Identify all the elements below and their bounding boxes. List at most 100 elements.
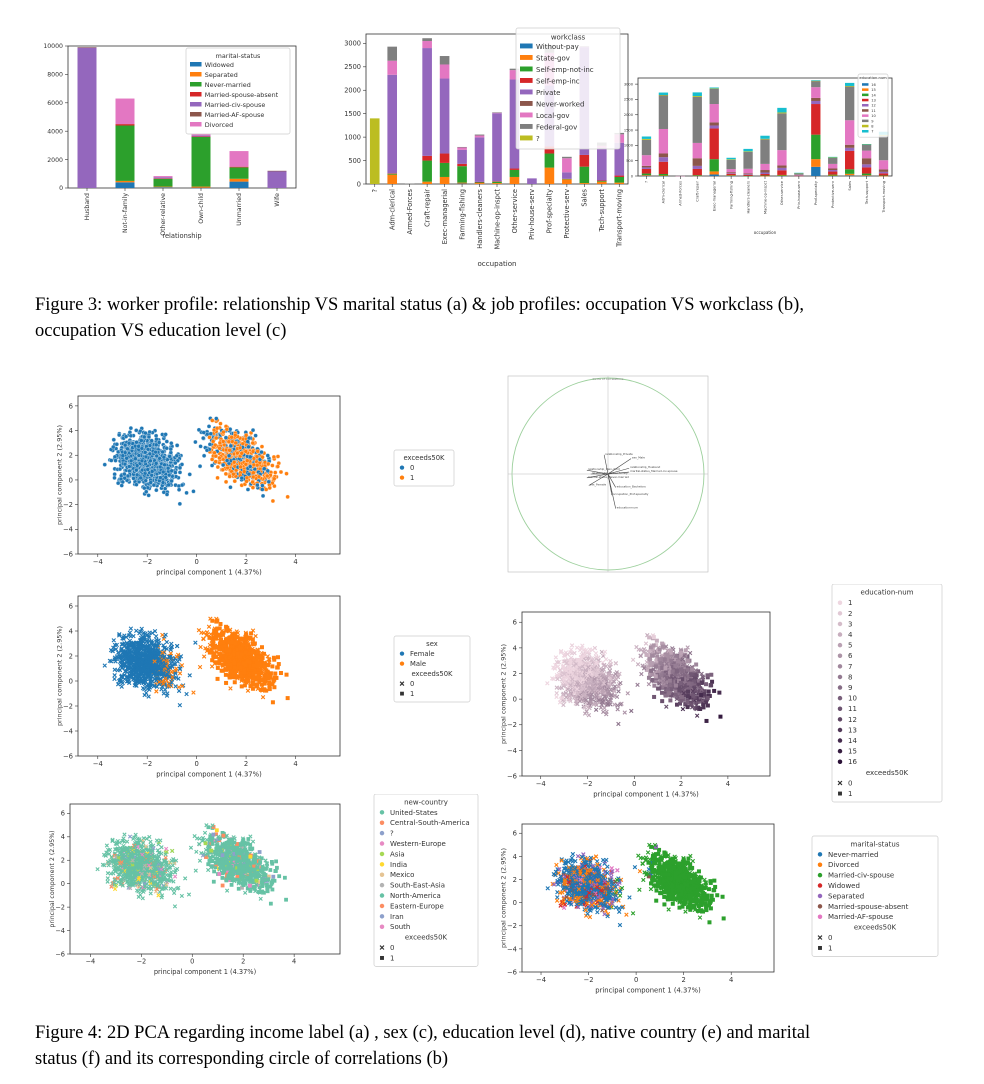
fig4c-point xyxy=(272,685,277,690)
fig3c-bar-segment xyxy=(760,170,770,173)
fig4a-point xyxy=(250,485,256,490)
fig4a-point xyxy=(111,444,116,450)
fig3c-bar-segment xyxy=(641,167,652,169)
fig3b-bar-segment xyxy=(614,176,625,183)
fig3c-bar-segment xyxy=(692,96,702,143)
fig3c-bar-segment xyxy=(743,173,753,175)
fig4a-ytick-label: 2 xyxy=(69,452,73,460)
fig4a-point xyxy=(217,446,222,451)
fig4c-point xyxy=(217,652,222,657)
fig4a-ytick-label: 4 xyxy=(69,427,73,435)
fig4c-point xyxy=(264,688,269,693)
fig4a-point xyxy=(168,446,173,452)
fig4a-xtick-label: 2 xyxy=(244,558,248,566)
fig3b-ytick-label: 1500 xyxy=(344,110,361,118)
fig4a-point xyxy=(246,444,251,449)
fig4c-point xyxy=(140,668,145,674)
fig3b-bar-segment xyxy=(579,166,590,184)
fig4c-point xyxy=(217,647,222,652)
fig4d-point xyxy=(659,685,664,690)
fig4c-point xyxy=(247,660,252,665)
fig4c-point xyxy=(228,667,233,672)
fig4a-point xyxy=(122,471,127,477)
fig3a-legend-label: Separated xyxy=(205,71,238,79)
fig4d-point xyxy=(705,673,710,678)
fig4a-point xyxy=(201,453,207,458)
fig3c-bar-segment xyxy=(777,112,787,114)
fig4c-point xyxy=(250,686,255,691)
fig3a-xtick-label: Own-child xyxy=(198,193,205,224)
fig4a-point xyxy=(131,476,136,481)
fig4d-ytick-label: −4 xyxy=(507,747,517,755)
fig4c-point xyxy=(130,646,135,651)
fig4a-ytick-label: 0 xyxy=(69,476,73,484)
fig4c-point xyxy=(163,632,168,638)
fig4d-point xyxy=(694,662,699,667)
fig4c-point xyxy=(134,628,139,633)
fig4d-xtick-label: 4 xyxy=(726,780,730,788)
fig4c-point xyxy=(126,641,132,647)
fig4a-point xyxy=(255,449,260,454)
fig4c-point xyxy=(260,678,265,683)
fig3c-legend-swatch xyxy=(862,130,869,133)
fig3b-bar-segment xyxy=(422,48,432,156)
fig3c-bar-segment xyxy=(794,175,804,176)
fig4c-point xyxy=(253,675,258,680)
fig4c-point xyxy=(244,676,249,681)
fig4d-point xyxy=(701,702,706,707)
fig4d-point xyxy=(660,673,665,678)
fig3b-bar-segment xyxy=(439,64,450,79)
fig4d-points xyxy=(545,633,723,727)
fig3c-bar-segment xyxy=(845,144,855,148)
fig4b-vector-label: relationship_Own-child xyxy=(588,467,620,471)
fig4c-point xyxy=(160,650,165,655)
fig3a-bar-segment xyxy=(115,125,135,181)
fig4a-point xyxy=(149,438,154,443)
fig4a-point xyxy=(166,482,171,487)
fig3a-legend-label: Married-AF-spouse xyxy=(205,111,265,119)
fig4a-point xyxy=(123,442,128,448)
fig4c-point xyxy=(174,654,179,659)
fig4c-point xyxy=(233,675,238,680)
fig4a-point xyxy=(223,435,229,440)
fig3b-bar-segment xyxy=(509,169,520,177)
fig3c-ytick-label: 1500 xyxy=(624,128,634,132)
fig3a-bar-segment xyxy=(115,182,135,188)
fig4c-point xyxy=(116,633,122,638)
fig3b-bar-segment xyxy=(387,60,398,75)
fig4c-point xyxy=(198,644,203,650)
fig4a-point xyxy=(213,442,218,448)
fig3c-xtick-label: Protective-serv xyxy=(831,180,835,208)
fig4a-ytick-label: −6 xyxy=(63,550,73,558)
fig4a-point xyxy=(229,435,234,440)
fig3a-legend-label: Married-civ-spouse xyxy=(205,101,266,109)
fig4a-point xyxy=(136,453,142,458)
fig4a-point xyxy=(184,490,189,495)
fig3a-bar-segment xyxy=(153,176,173,178)
fig4d-point xyxy=(705,675,710,680)
fig4d-point xyxy=(694,700,699,705)
fig3c-bar-segment xyxy=(811,134,821,160)
fig4a-point xyxy=(102,462,107,467)
fig4c-point xyxy=(144,644,149,650)
fig3a-ytick-label: 10000 xyxy=(43,43,63,50)
fig4a-point xyxy=(157,456,162,461)
fig3c-bar-segment xyxy=(658,157,669,162)
fig3c-bar-segment xyxy=(811,80,821,81)
fig4c-point xyxy=(215,676,220,681)
fig3c-bar-segment xyxy=(743,168,753,174)
fig4b-vector xyxy=(588,473,609,486)
fig4c-point xyxy=(235,651,240,656)
fig4a-point xyxy=(267,485,272,491)
fig3c-bar-segment xyxy=(760,135,770,139)
fig3b-chart: 0 500 1000 1500 2000 2500 3000? Adm-clerical Arm… xyxy=(340,26,630,270)
fig4a-point xyxy=(163,486,168,491)
fig4c-point xyxy=(142,635,147,640)
fig3b-legend-swatch xyxy=(520,78,533,83)
fig4d-point xyxy=(614,694,620,700)
fig3b-ytick-label: 3000 xyxy=(344,40,361,48)
fig4c-point xyxy=(150,670,155,675)
fig4c-legend-title2: exceeds50K xyxy=(411,670,453,678)
fig4c-point xyxy=(115,682,121,687)
fig4d-point xyxy=(683,648,688,653)
